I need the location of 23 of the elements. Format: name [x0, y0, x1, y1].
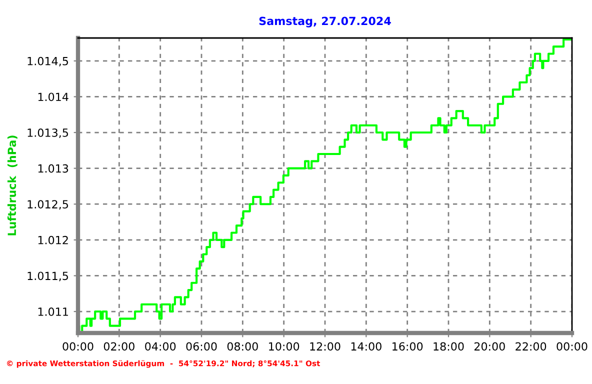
x-tick-label: 02:00 — [104, 342, 134, 351]
x-tick-label: 06:00 — [186, 342, 217, 351]
y-tick-label: 1.012 — [38, 236, 68, 244]
x-tick-label: 12:00 — [310, 342, 340, 351]
y-tick-label: 1.013 — [38, 164, 68, 173]
x-tick-label: 00:00 — [556, 342, 588, 351]
y-axis-title: Luftdruck (hPa) — [7, 136, 18, 236]
x-tick-label: 00:00 — [62, 342, 94, 351]
x-tick-label: 16:00 — [392, 342, 423, 351]
x-tick-label: 20:00 — [474, 342, 505, 351]
x-tick-label: 14:00 — [351, 342, 382, 351]
y-tick-label: 1.011 — [38, 307, 68, 316]
y-tick-label: 1.012,5 — [28, 200, 68, 210]
chart-title: Samstag, 27.07.2024 — [259, 16, 391, 28]
x-tick-label: 04:00 — [145, 342, 176, 351]
x-tick-label: 22:00 — [516, 342, 546, 351]
y-tick-label: 1.014 — [38, 92, 68, 102]
y-tick-label: 1.014,5 — [28, 56, 68, 66]
x-tick-label: 10:00 — [269, 342, 300, 351]
x-tick-label: 08:00 — [227, 342, 258, 351]
x-tick-label: 18:00 — [434, 342, 464, 351]
y-tick-label: 1.013,5 — [28, 128, 68, 138]
y-tick-label: 1.011,5 — [28, 272, 68, 282]
